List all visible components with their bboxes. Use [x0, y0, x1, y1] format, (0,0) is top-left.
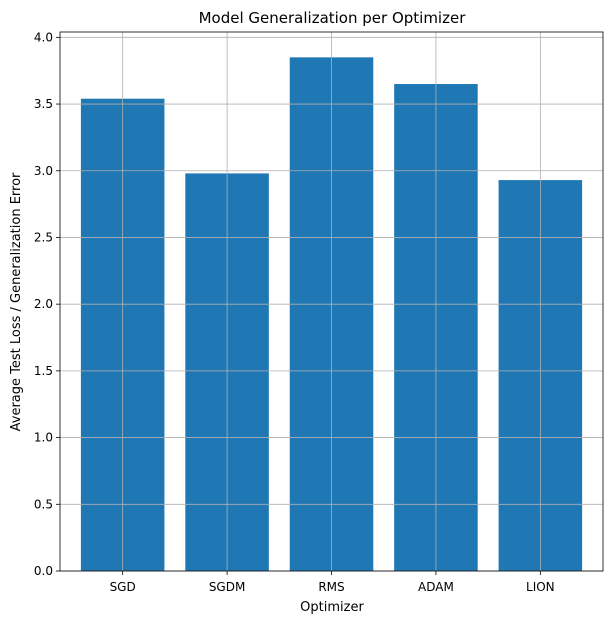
x-tick-label: ADAM: [418, 580, 454, 594]
y-tick-label: 2.5: [34, 230, 53, 244]
x-tick-label: LION: [526, 580, 555, 594]
x-axis-label: Optimizer: [300, 600, 364, 615]
y-axis-label: Average Test Loss / Generalization Error: [9, 172, 24, 431]
x-tick-label: SGD: [110, 580, 136, 594]
x-tick-label: SGDM: [209, 580, 246, 594]
y-tick-label: 0.5: [34, 497, 53, 511]
y-tick-label: 3.0: [34, 164, 53, 178]
y-tick-label: 1.0: [34, 431, 53, 445]
y-tick-label: 0.0: [34, 564, 53, 578]
chart-title: Model Generalization per Optimizer: [199, 9, 467, 27]
y-tick-label: 3.5: [34, 97, 53, 111]
y-tick-label: 4.0: [34, 30, 53, 44]
y-tick-label: 2.0: [34, 297, 53, 311]
x-axis: SGD SGDM RMS ADAM LION: [110, 571, 555, 594]
x-tick-label: RMS: [318, 580, 344, 594]
y-tick-label: 1.5: [34, 364, 53, 378]
y-axis: 0.0 0.5 1.0 1.5 2.0 2.5 3.0 3.5 4.0: [34, 30, 60, 578]
